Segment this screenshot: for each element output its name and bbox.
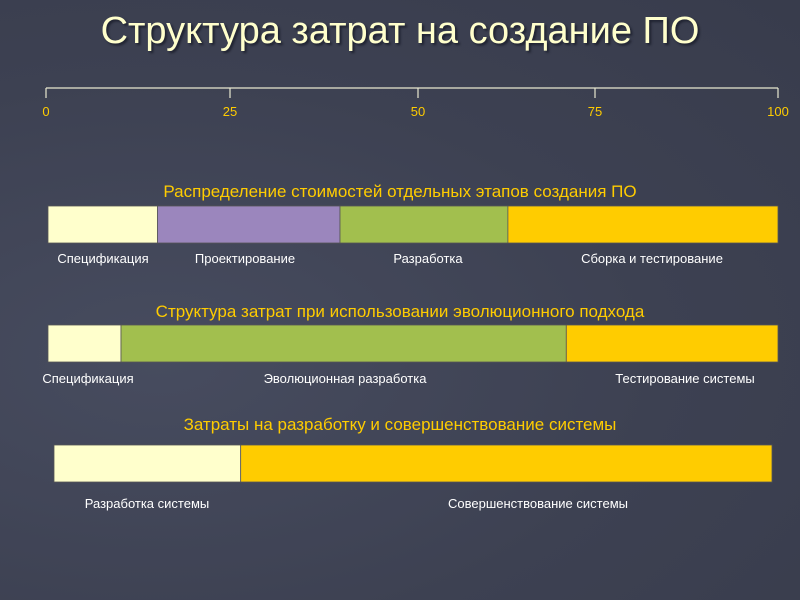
bar-segment bbox=[240, 444, 773, 483]
segment-label: Совершенствование системы bbox=[448, 496, 628, 511]
segment-label: Эволюционная разработка bbox=[264, 371, 428, 386]
bar-chart-title: Распределение стоимостей отдельных этапо… bbox=[163, 182, 636, 201]
bar-segment bbox=[157, 205, 341, 244]
bar-segment bbox=[507, 205, 779, 244]
bar-segment bbox=[565, 324, 779, 363]
segment-label: Разработка системы bbox=[85, 496, 209, 511]
segment-label: Сборка и тестирование bbox=[581, 251, 723, 266]
axis-tick-label: 100 bbox=[767, 104, 789, 119]
bar-chart-title: Структура затрат при использовании эволю… bbox=[156, 302, 645, 321]
axis-tick-label: 50 bbox=[411, 104, 425, 119]
axis-tick-label: 0 bbox=[42, 104, 49, 119]
segment-label: Тестирование системы bbox=[615, 371, 754, 386]
bar-chart-title: Затраты на разработку и совершенствовани… bbox=[184, 415, 617, 434]
axis-tick-label: 25 bbox=[223, 104, 237, 119]
axis-tick-label: 75 bbox=[588, 104, 602, 119]
segment-label: Спецификация bbox=[57, 251, 148, 266]
segment-label: Спецификация bbox=[42, 371, 133, 386]
page-title: Структура затрат на создание ПО bbox=[100, 10, 700, 52]
bar-segment bbox=[120, 324, 567, 363]
bar-segment bbox=[47, 205, 158, 244]
segment-label: Разработка bbox=[393, 251, 463, 266]
segment-label: Проектирование bbox=[195, 251, 295, 266]
bar-segment bbox=[339, 205, 509, 244]
bar-segment bbox=[53, 444, 242, 483]
bar-segment bbox=[47, 324, 122, 363]
